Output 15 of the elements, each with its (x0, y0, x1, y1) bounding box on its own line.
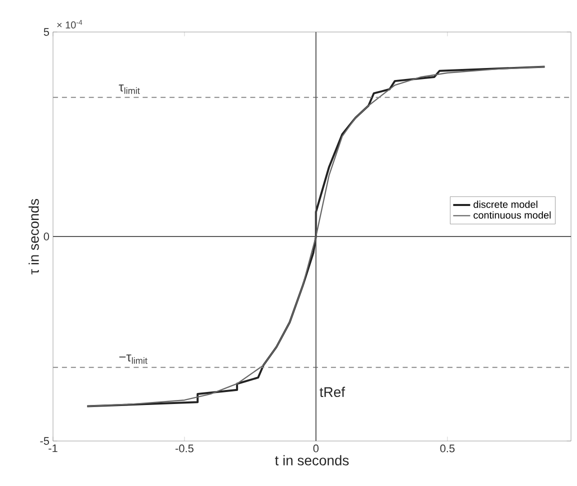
x-tick-label: -0.5 (176, 444, 194, 452)
x-tick-label: 0.5 (440, 444, 455, 452)
ref-line-label: tRef (320, 386, 346, 398)
y-tick-label: 0 (44, 232, 50, 240)
y-tick-label: 5 (44, 28, 50, 36)
x-axis-title: t in seconds (275, 455, 349, 466)
x-tick-label: 0 (313, 444, 319, 452)
ref-line-label: τ$_{limit}$ (118, 84, 140, 94)
text: × 10$^{-4}$ (57, 20, 82, 28)
x-tick-label: -1 (48, 444, 58, 452)
ref-line-label: −τ$_{limit}$ (119, 354, 148, 364)
y-tick-label: -5 (40, 437, 50, 445)
legend-label: continuous model (474, 211, 551, 219)
y-axis-title: τ in seconds (28, 198, 39, 274)
legend-label: discrete model (474, 200, 538, 208)
